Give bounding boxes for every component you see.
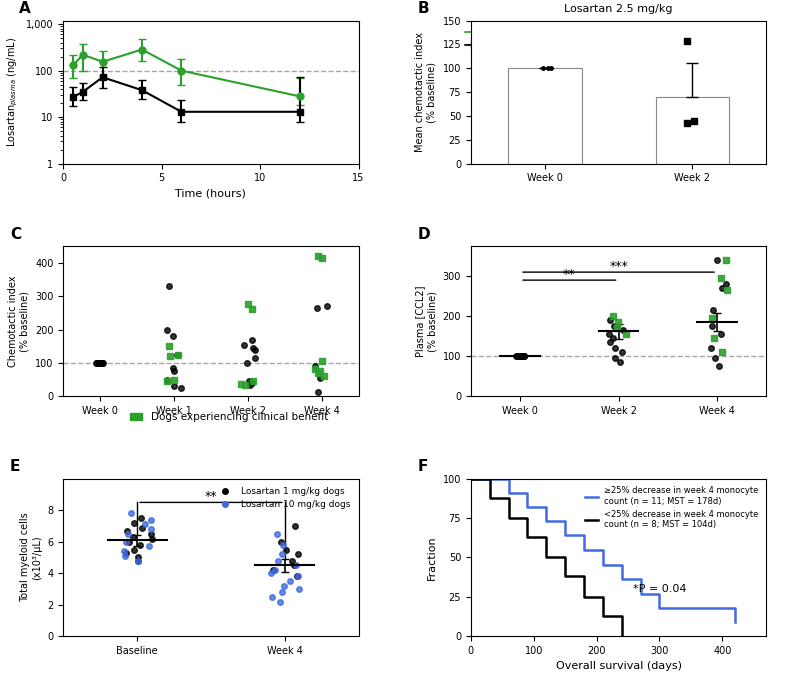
Title: Losartan 2.5 mg/kg: Losartan 2.5 mg/kg bbox=[564, 4, 673, 14]
Text: A: A bbox=[19, 1, 31, 16]
Y-axis label: Fraction: Fraction bbox=[427, 535, 437, 580]
Text: F: F bbox=[418, 459, 428, 474]
Legend: Losartan 10 mg/kg (n = 4), Losartan 2.5 mg/kg (n = 3): Losartan 10 mg/kg (n = 4), Losartan 2.5 … bbox=[462, 25, 606, 53]
Y-axis label: Chemotactic index
(% baseline): Chemotactic index (% baseline) bbox=[8, 276, 29, 367]
Text: ***: *** bbox=[609, 260, 628, 273]
Text: *P = 0.04: *P = 0.04 bbox=[634, 584, 687, 594]
Bar bbox=[508, 68, 581, 163]
Text: C: C bbox=[10, 226, 21, 241]
Legend: ≥25% decrease in week 4 monocyte
count (n = 11; MST = 178d), <25% decrease in we: ≥25% decrease in week 4 monocyte count (… bbox=[582, 483, 762, 533]
Y-axis label: Plasma [CCL2]
(% baseline): Plasma [CCL2] (% baseline) bbox=[416, 285, 437, 357]
X-axis label: Time (hours): Time (hours) bbox=[175, 189, 246, 199]
Y-axis label: Losartan$_{plasma}$ (ng/mL): Losartan$_{plasma}$ (ng/mL) bbox=[6, 37, 21, 147]
Text: **: ** bbox=[563, 268, 576, 281]
Y-axis label: Total myeloid cells
(x10³/μL): Total myeloid cells (x10³/μL) bbox=[20, 512, 42, 603]
Bar bbox=[656, 96, 729, 163]
Text: D: D bbox=[418, 226, 431, 241]
Legend: Losartan 1 mg/kg dogs, Losartan 10 mg/kg dogs: Losartan 1 mg/kg dogs, Losartan 10 mg/kg… bbox=[213, 484, 354, 513]
Text: **: ** bbox=[205, 490, 217, 503]
Text: B: B bbox=[418, 1, 429, 16]
Text: E: E bbox=[10, 459, 21, 474]
Y-axis label: Mean chemotactic index
(% baseline): Mean chemotactic index (% baseline) bbox=[416, 32, 437, 152]
X-axis label: Overall survival (days): Overall survival (days) bbox=[555, 661, 682, 672]
Legend: Dogs experiencing clinical benefit: Dogs experiencing clinical benefit bbox=[126, 408, 333, 426]
